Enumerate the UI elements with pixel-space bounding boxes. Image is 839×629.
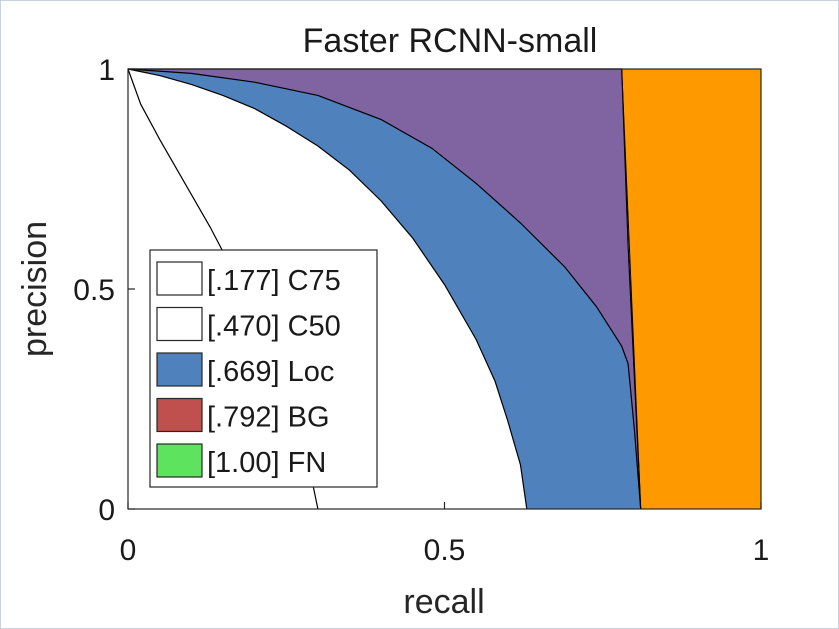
axis-ticks bbox=[127, 68, 762, 510]
x-tick-label-1: 1 bbox=[753, 534, 770, 567]
x-tick-label-0.5: 0.5 bbox=[424, 534, 466, 567]
legend-label-bg: [.792] BG bbox=[207, 402, 330, 434]
curve-loc bbox=[127, 68, 642, 510]
chart-title: Faster RCNN-small bbox=[303, 22, 598, 60]
x-axis-label: recall bbox=[403, 583, 484, 621]
y-tick-label-0: 0 bbox=[98, 494, 115, 527]
legend-swatch-loc bbox=[156, 352, 203, 387]
legend-label-fn: [1.00] FN bbox=[207, 447, 326, 479]
x-tick-label-0: 0 bbox=[120, 534, 137, 567]
y-axis-label: precision bbox=[16, 221, 54, 357]
y-tick-label-1: 1 bbox=[98, 54, 115, 87]
legend-label-c50: [.470] C50 bbox=[207, 311, 341, 343]
curve-c50 bbox=[127, 68, 528, 510]
legend-label-loc: [.669] Loc bbox=[207, 356, 334, 388]
area-oth bbox=[621, 68, 762, 510]
y-tick-label-0.5: 0.5 bbox=[73, 274, 115, 307]
legend-swatch-bg bbox=[156, 397, 203, 433]
legend: [.177] C75 [.470] C50 [.669] Loc [.792] BG [… bbox=[149, 249, 378, 488]
legend-swatch-c50 bbox=[156, 306, 203, 342]
legend-swatch-fn bbox=[156, 443, 203, 478]
legend-swatch-c75 bbox=[156, 261, 203, 296]
legend-label-c75: [.177] C75 bbox=[207, 265, 341, 297]
